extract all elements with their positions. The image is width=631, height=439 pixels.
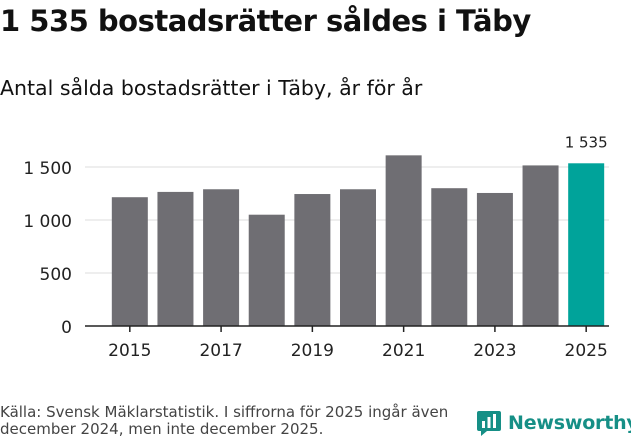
bar-chart: 0 500 1 000 1 500 2015 2017 2019 2021 2023 2025 1 … — [23, 133, 609, 361]
bar — [522, 165, 559, 326]
x-tick-label: 2025 — [565, 341, 608, 361]
bar — [476, 192, 513, 326]
x-tick-label: 2019 — [291, 341, 334, 361]
chart-title: 1 535 bostadsrätter såldes i Täby — [0, 4, 531, 38]
y-tick-label: 1 500 — [23, 159, 72, 179]
data-label: 1 535 — [565, 133, 608, 151]
x-tick-label: 2015 — [108, 341, 151, 361]
chart-subtitle: Antal sålda bostadsrätter i Täby, år för… — [0, 76, 423, 100]
source-note: Källa: Svensk Mäklarstatistik. I siffror… — [0, 403, 449, 438]
x-tick-label: 2021 — [382, 341, 425, 361]
bar — [294, 194, 331, 326]
bar — [385, 155, 422, 326]
y-tick-label: 0 — [61, 318, 72, 338]
bar — [157, 191, 194, 326]
brand-name: Newsworthy — [508, 412, 631, 434]
y-tick-label: 1 000 — [23, 212, 72, 232]
bar — [340, 189, 376, 326]
x-tick-label: 2023 — [473, 341, 516, 361]
bar — [248, 214, 285, 326]
newsworthy-icon — [477, 411, 501, 436]
bar — [203, 189, 240, 326]
bar — [111, 197, 148, 326]
x-tick-label: 2017 — [199, 341, 242, 361]
newsworthy-logo: Newsworthy — [476, 409, 631, 437]
bar — [568, 163, 605, 326]
bar — [431, 188, 468, 326]
y-tick-label: 500 — [40, 265, 72, 285]
